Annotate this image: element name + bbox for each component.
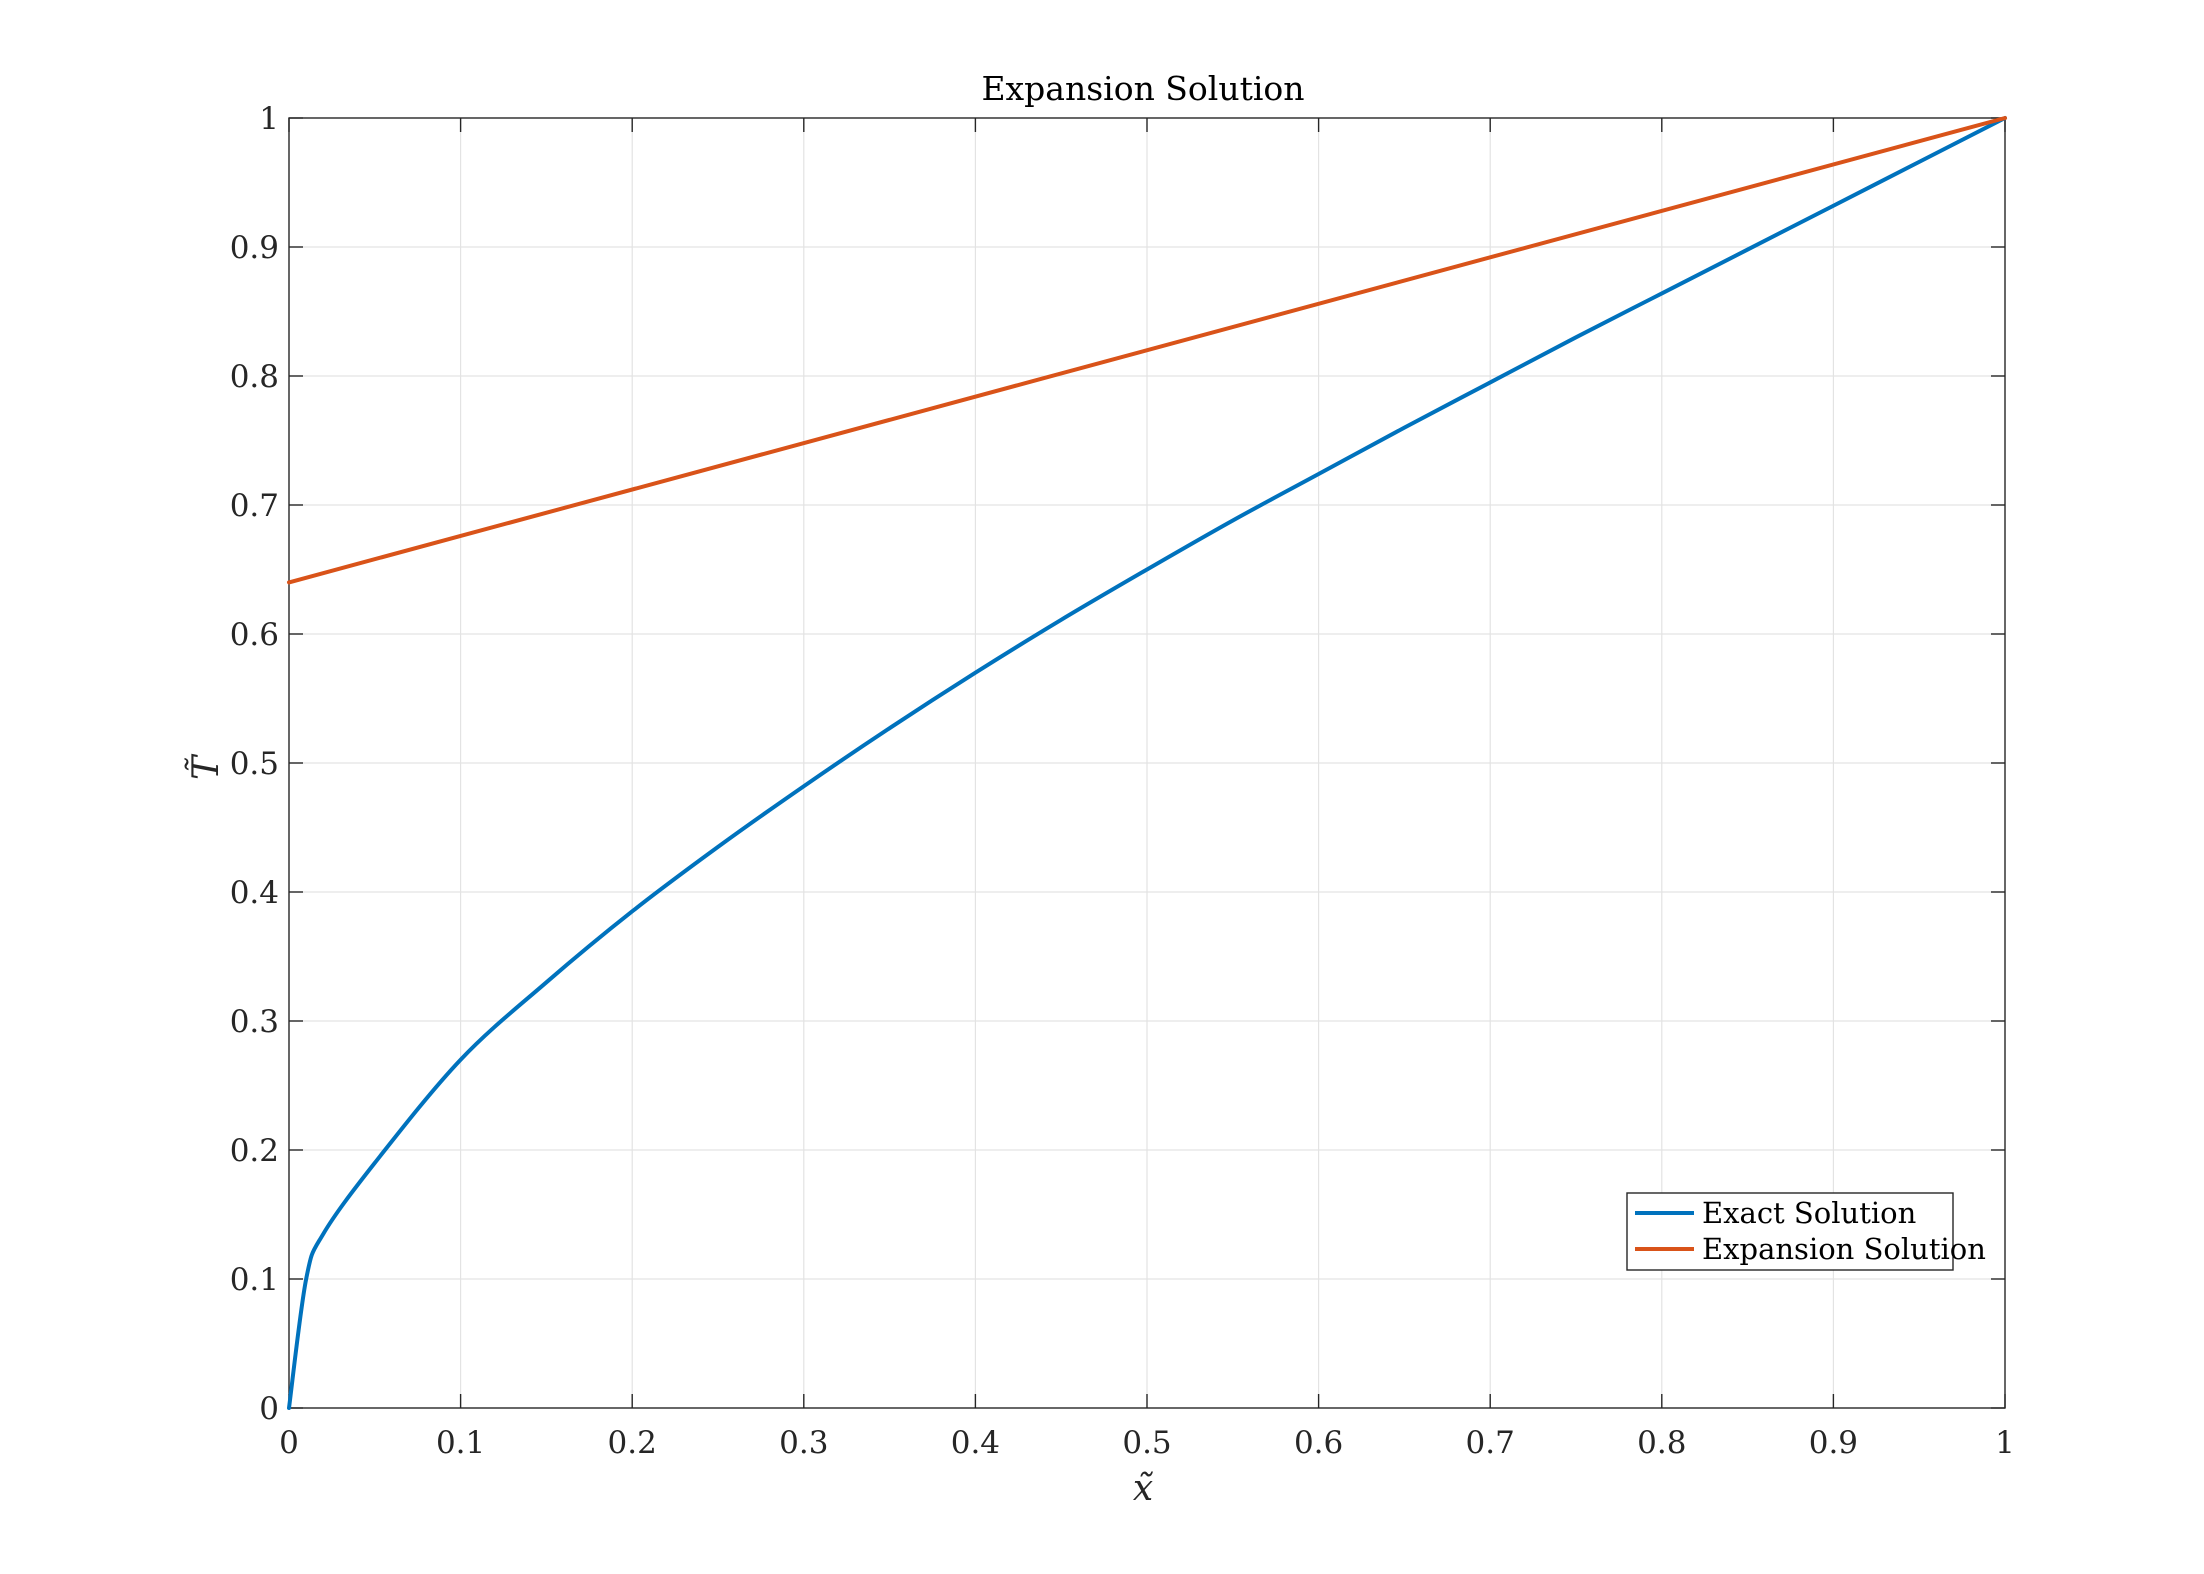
y-tick-label: 0.2 [230,1133,279,1169]
y-tick-label: 1 [259,101,279,137]
y-tick-label: 0.3 [230,1004,279,1040]
series-layer [287,116,2007,1410]
y-tick-label: 0.5 [230,746,279,782]
x-tick-label: 1 [1995,1425,2015,1461]
x-tick-label: 0.6 [1294,1425,1343,1461]
y-tick-label: 0.9 [230,230,279,266]
y-tick-label: 0.4 [230,875,279,911]
legend-box [1626,1192,1954,1271]
x-tick-label: 0.7 [1466,1425,1515,1461]
x-tick-label: 0.9 [1809,1425,1858,1461]
y-tick-label: 0 [259,1391,279,1427]
y-tick-label: 0.6 [230,617,279,653]
series-line-exact-solution [287,116,2007,1410]
x-tick-label: 0.5 [1122,1425,1171,1461]
x-axis-label: x̃ [1133,1468,1153,1509]
legend-label-exact-solution: Exact Solution [1702,1196,1916,1230]
legend-label-expansion-solution: Expansion Solution [1702,1232,1986,1266]
grid-lines [289,118,2005,1408]
x-tick-label: 0.4 [951,1425,1000,1461]
y-axis-label: T̃ [185,753,227,780]
x-axis-ticks: 0 0.1 0.2 0.3 0.4 0.5 0.6 0.7 0.8 0.9 1 [279,118,2015,1461]
x-tick-label: 0.8 [1637,1425,1686,1461]
y-tick-label: 0.7 [230,488,279,524]
x-tick-label: 0.1 [436,1425,485,1461]
x-tick-label: 0.2 [608,1425,657,1461]
y-tick-label: 0.8 [230,359,279,395]
legend: Exact Solution Expansion Solution [1626,1192,1986,1271]
chart-title: Expansion Solution [981,69,1304,108]
x-tick-label: 0 [279,1425,299,1461]
x-tick-label: 0.3 [779,1425,828,1461]
series-line-expansion-solution [287,116,2007,585]
y-tick-label: 0.1 [230,1262,279,1298]
y-axis-ticks: 0 0.1 0.2 0.3 0.4 0.5 0.6 0.7 0.8 0.9 1 [230,101,2005,1427]
